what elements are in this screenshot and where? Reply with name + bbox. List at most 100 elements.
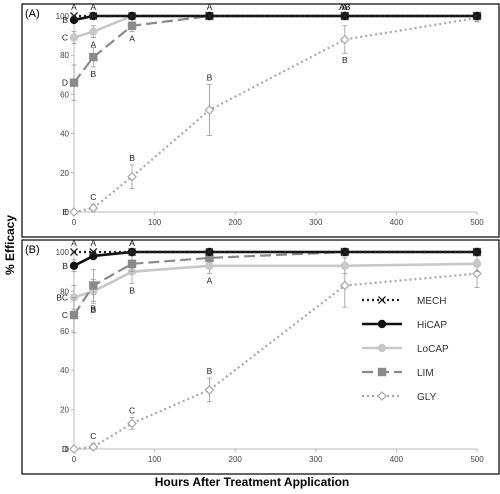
series-gly-point [69,444,79,454]
legend-label: LoCAP [417,344,449,355]
significance-letter: D [62,78,68,88]
series-mech-point [128,12,136,20]
legend-mech-point [378,296,386,304]
series-mech-point [70,12,78,20]
series-lim-point [69,310,79,320]
significance-letter: C [62,310,68,320]
y-tick-label: 0 [65,445,70,454]
significance-letter: B [91,305,97,315]
significance-letter: C [90,192,96,202]
x-tick-label: 400 [390,218,404,227]
series-mech-point [89,12,98,20]
significance-letter: B [62,15,68,25]
y-tick-label: 0 [65,208,70,217]
series-locap-point [340,261,350,270]
legend-lim-point [377,367,387,377]
x-tick-label: 400 [390,455,404,464]
panel-frame [21,239,500,475]
y-tick-label: 60 [60,90,69,99]
series-lim-point [127,21,137,30]
legend-hicap-point [377,319,387,329]
legend-label: MECH [417,296,446,307]
significance-letter: B [91,303,97,313]
significance-letter: A [342,2,348,12]
y-tick-label: 40 [60,366,69,375]
y-axis-label: % Efficacy [3,215,17,275]
significance-letter: C [129,405,135,415]
series-mech-point [340,248,349,256]
x-axis-label: Hours After Treatment Application [155,475,349,489]
x-tick-label: 100 [148,218,162,227]
legend-entry-hicap: HiCAP [362,319,447,331]
legend-label: GLY [417,392,437,403]
legend-gly-point [377,391,387,401]
series-lim-point [205,253,214,263]
panel-label: (A) [25,8,40,20]
series-locap-point [205,261,214,270]
significance-letter: B [62,261,68,271]
significance-letter: B [129,286,135,296]
significance-letter: A [91,238,97,248]
series-mech-point [473,12,481,20]
significance-letter: B [207,73,213,83]
series-mech-point [70,248,78,256]
series-gly-point [69,207,79,217]
series-gly [69,13,482,217]
series-hicap-point [69,261,79,270]
significance-letter: A [91,2,97,12]
series-mech [70,248,481,256]
significance-letter: A [71,2,77,12]
legend-entry-lim: LIM [362,367,434,379]
legend-entry-mech: MECH [362,296,446,307]
x-tick-label: 100 [148,455,162,464]
series-gly-point [204,385,215,395]
significance-letter: E [62,207,68,217]
series-locap-point [89,27,98,36]
panel-label: (B) [25,244,40,256]
significance-letter: A [129,34,135,44]
significance-letter: AB [339,2,351,12]
y-tick-label: 100 [56,12,70,21]
panel-frame [21,3,500,238]
legend: MECH HiCAP LoCAP LIM GLY [362,296,449,403]
significance-letter: D [62,444,68,454]
series-lim [69,11,482,101]
series-lim-point [69,78,79,87]
series-gly [69,259,482,454]
significance-letter: BC [56,292,68,302]
significance-letter: A [207,276,213,286]
y-tick-label: 40 [60,130,69,139]
series-mech [70,12,481,20]
legend-locap-point [377,343,387,353]
y-tick-label: 60 [60,327,69,336]
series-mech-point [128,248,136,256]
x-tick-label: 0 [72,218,77,227]
series-mech-point [205,12,214,20]
series-gly-point [339,34,350,45]
x-tick-label: 500 [470,455,484,464]
significance-letter: B [129,153,135,163]
significance-letter: AB [339,2,351,12]
series-lim-point [89,281,98,290]
y-tick-label: 20 [60,169,69,178]
y-tick-label: 100 [56,248,70,257]
series-gly-point [127,171,137,182]
x-tick-label: 200 [229,218,243,227]
significance-letter: A [129,238,135,248]
series-mech-point [473,248,481,256]
significance-letter: A [342,2,348,12]
significance-letter: A [71,238,77,248]
y-tick-label: 80 [60,51,69,60]
y-tick-label: 80 [60,287,69,296]
significance-letter: A [207,2,213,12]
significance-letter: A [129,238,135,248]
series-gly-point [339,280,350,291]
y-tick-label: 20 [60,406,69,415]
legend-entry-gly: GLY [362,391,437,403]
x-tick-label: 200 [229,455,243,464]
significance-letter: B [342,55,348,65]
legend-label: LIM [417,368,434,379]
